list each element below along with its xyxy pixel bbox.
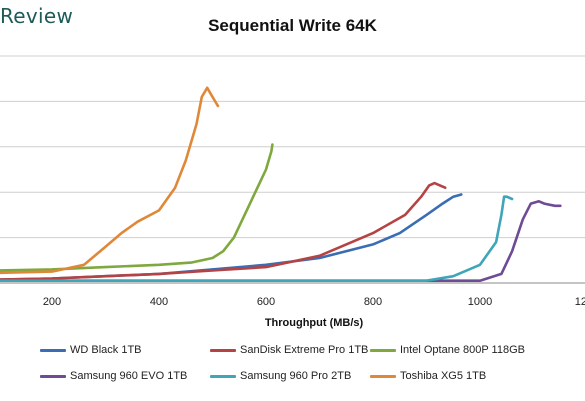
gridlines (0, 55, 585, 284)
legend-label: Samsung 960 Pro 2TB (240, 370, 352, 382)
series-line-6 (0, 86, 220, 275)
legend-label: Samsung 960 EVO 1TB (70, 370, 188, 382)
chart-title: Sequential Write 64K (208, 16, 377, 35)
legend-swatch (40, 374, 66, 378)
series-line-2 (0, 181, 447, 281)
legend-item-1: WD Black 1TB (40, 344, 142, 356)
legend-swatch (40, 348, 66, 352)
legend-label: Intel Optane 800P 118GB (400, 344, 525, 356)
x-tick-label-400: 400 (150, 296, 168, 308)
x-tick-label-600: 600 (257, 296, 275, 308)
legend-item-3: Intel Optane 800P 118GB (370, 344, 525, 356)
legend-label: WD Black 1TB (70, 344, 142, 356)
x-tick-label-200: 200 (43, 296, 61, 308)
x-axis-label: Throughput (MB/s) (265, 317, 364, 329)
series-line-5 (0, 195, 514, 283)
legend-swatch (210, 348, 236, 352)
legend-swatch (210, 374, 236, 378)
legend-label: Toshiba XG5 1TB (400, 370, 487, 382)
legend-label: SanDisk Extreme Pro 1TB (240, 344, 369, 356)
legend-item-2: SanDisk Extreme Pro 1TB (210, 344, 368, 356)
legend-item-5: Samsung 960 Pro 2TB (210, 370, 351, 382)
series-line-3 (0, 143, 274, 272)
x-tick-labels: 200 400 600 800 1000 1200 (43, 296, 585, 308)
series-lines (0, 86, 562, 283)
x-tick-label-800: 800 (364, 296, 382, 308)
x-tick-label-1200: 1200 (575, 296, 585, 308)
brand-logo-text: Review (0, 4, 74, 28)
legend-swatch (370, 348, 396, 352)
legend-item-6: Toshiba XG5 1TB (370, 370, 486, 382)
x-tick-label-1000: 1000 (468, 296, 492, 308)
legend-swatch (370, 374, 396, 378)
legend-item-4: Samsung 960 EVO 1TB (40, 370, 187, 382)
